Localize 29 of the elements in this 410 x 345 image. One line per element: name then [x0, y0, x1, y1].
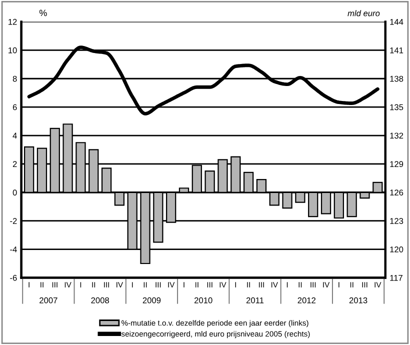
y2-tick-label: 117	[390, 275, 402, 281]
y-tick-label: -6	[10, 274, 17, 281]
text: 2009	[142, 297, 161, 304]
y2-tick-label: 123	[390, 218, 404, 224]
text: 2007	[40, 297, 58, 304]
y-axis-title: %	[39, 10, 47, 16]
text: 2008	[91, 297, 109, 304]
y2-tick-label: 135	[390, 104, 404, 110]
y2-tick-label: 129	[390, 161, 404, 168]
text: 2010	[194, 297, 212, 304]
text: 2011	[246, 297, 264, 304]
y-tick-label: 6	[12, 104, 17, 110]
y-tick-label: -4	[10, 246, 17, 252]
text: 2013	[349, 297, 368, 304]
text: 2012	[298, 297, 316, 304]
y-tick-label: 12	[8, 18, 17, 25]
y-tick-label: 10	[8, 47, 17, 54]
y-tick-label: -2	[10, 218, 17, 224]
y2-axis-title: mld euro	[348, 10, 380, 16]
y-tick-label: 0	[12, 190, 17, 196]
y2-tick-label: 132	[390, 132, 404, 139]
y2-tick-label: 141	[390, 47, 404, 54]
y2-tick-label: 120	[390, 246, 404, 252]
y2-tick-label: 126	[390, 190, 404, 196]
y-tick-label: 8	[12, 76, 17, 82]
y2-tick-label: 138	[390, 76, 404, 82]
y-tick-label: 2	[12, 161, 17, 167]
y-tick-label: 4	[12, 132, 17, 139]
y2-tick-label: 144	[390, 19, 404, 25]
